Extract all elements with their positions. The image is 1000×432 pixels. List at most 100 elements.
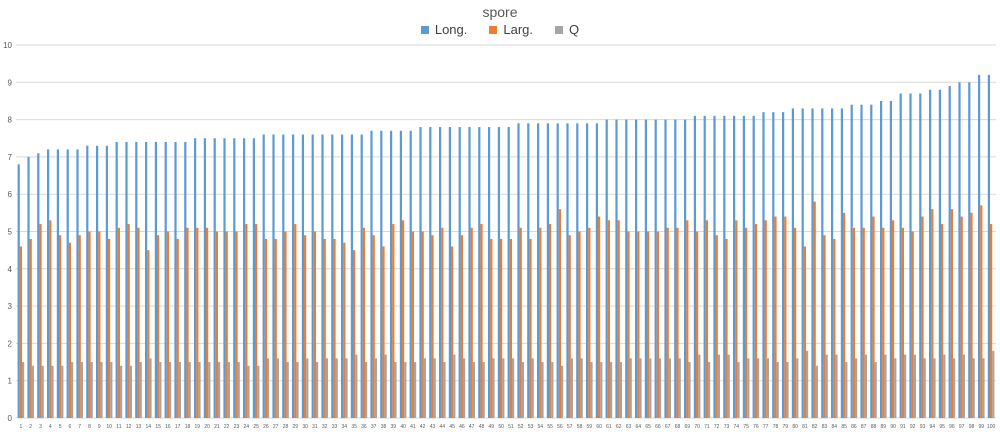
bar-q — [825, 354, 828, 418]
bar-larg — [882, 227, 885, 418]
x-tick-label: 32 — [322, 424, 328, 430]
bar-larg — [441, 227, 444, 418]
x-tick-label: 8 — [88, 424, 91, 430]
x-tick-label: 57 — [567, 424, 573, 430]
bar-q — [80, 362, 83, 418]
y-tick-label: 8 — [8, 116, 13, 125]
bar-long — [958, 82, 961, 419]
bar-larg — [588, 227, 591, 418]
bar-q — [855, 358, 858, 418]
y-tick-label: 7 — [8, 153, 13, 162]
bar-long — [203, 138, 206, 418]
bar-larg — [451, 246, 454, 418]
legend-swatch-larg — [489, 25, 498, 34]
bar-long — [419, 127, 422, 418]
bar-larg — [235, 231, 238, 418]
bar-q — [531, 358, 534, 418]
bar-long — [831, 108, 834, 418]
bar-larg — [911, 231, 914, 418]
bar-larg — [108, 238, 111, 418]
bar-q — [453, 354, 456, 418]
bar-q — [688, 362, 691, 418]
x-tick-label: 12 — [126, 424, 132, 430]
bar-long — [576, 123, 579, 418]
x-tick-label: 26 — [263, 424, 269, 430]
x-tick-label: 77 — [763, 424, 769, 430]
bar-larg — [147, 250, 150, 418]
bar-q — [227, 362, 230, 418]
x-tick-label: 71 — [704, 424, 710, 430]
bar-long — [27, 156, 30, 418]
x-tick-label: 39 — [391, 424, 397, 430]
x-tick-label: 89 — [881, 424, 887, 430]
bar-long — [439, 127, 442, 418]
bar-long — [654, 119, 657, 418]
bar-long — [772, 112, 775, 418]
bar-long — [370, 130, 373, 419]
bar-larg — [411, 231, 414, 418]
bar-q — [355, 354, 358, 418]
bar-long — [321, 134, 324, 418]
bar-long — [556, 123, 559, 418]
bar-long — [292, 134, 295, 418]
bar-larg — [274, 238, 277, 418]
bar-long — [752, 115, 755, 419]
x-tick-label: 38 — [381, 424, 387, 430]
x-tick-label: 42 — [420, 424, 426, 430]
bar-long — [164, 141, 167, 419]
x-tick-label: 4 — [49, 424, 52, 430]
bar-long — [105, 145, 108, 418]
bar-larg — [656, 231, 659, 418]
bar-long — [282, 134, 285, 418]
x-tick-label: 40 — [400, 424, 406, 430]
x-tick-label: 25 — [253, 424, 259, 430]
bar-larg — [19, 246, 22, 418]
bar-q — [943, 354, 946, 418]
bar-q — [806, 350, 809, 418]
bar-q — [757, 358, 760, 418]
x-tick-label: 21 — [214, 424, 220, 430]
x-tick-label: 29 — [293, 424, 299, 430]
bar-q — [31, 365, 34, 418]
bar-long — [66, 149, 69, 418]
bar-long — [243, 138, 246, 418]
bar-larg — [676, 227, 679, 418]
bar-q — [129, 365, 132, 418]
bar-q — [404, 362, 407, 418]
bar-long — [821, 108, 824, 418]
bar-q — [325, 358, 328, 418]
bar-larg — [931, 209, 934, 418]
bar-larg — [509, 238, 512, 418]
bar-long — [96, 145, 99, 418]
bar-larg — [480, 224, 483, 418]
x-tick-label: 86 — [851, 424, 857, 430]
bar-long — [938, 89, 941, 418]
bar-long — [929, 89, 932, 418]
chart-title: spore — [482, 4, 518, 20]
bar-long — [713, 115, 716, 419]
bar-larg — [245, 224, 248, 418]
y-tick-label: 4 — [8, 265, 13, 274]
bar-long — [693, 115, 696, 419]
bar-long — [115, 141, 118, 419]
bar-q — [414, 362, 417, 418]
bar-larg — [294, 224, 297, 418]
x-tick-label: 93 — [920, 424, 926, 430]
bar-long — [468, 127, 471, 418]
bar-q — [590, 362, 593, 418]
bar-long — [978, 74, 981, 418]
bar-long — [507, 127, 510, 418]
bar-q — [747, 358, 750, 418]
bar-q — [845, 362, 848, 418]
bar-larg — [460, 235, 463, 418]
bar-q — [619, 362, 622, 418]
bar-q — [41, 365, 44, 418]
bar-larg — [490, 238, 493, 418]
x-tick-label: 15 — [155, 424, 161, 430]
x-tick-label: 76 — [753, 424, 759, 430]
bar-larg — [862, 227, 865, 418]
bar-larg — [607, 220, 610, 418]
bar-q — [913, 354, 916, 418]
bar-larg — [117, 227, 120, 418]
